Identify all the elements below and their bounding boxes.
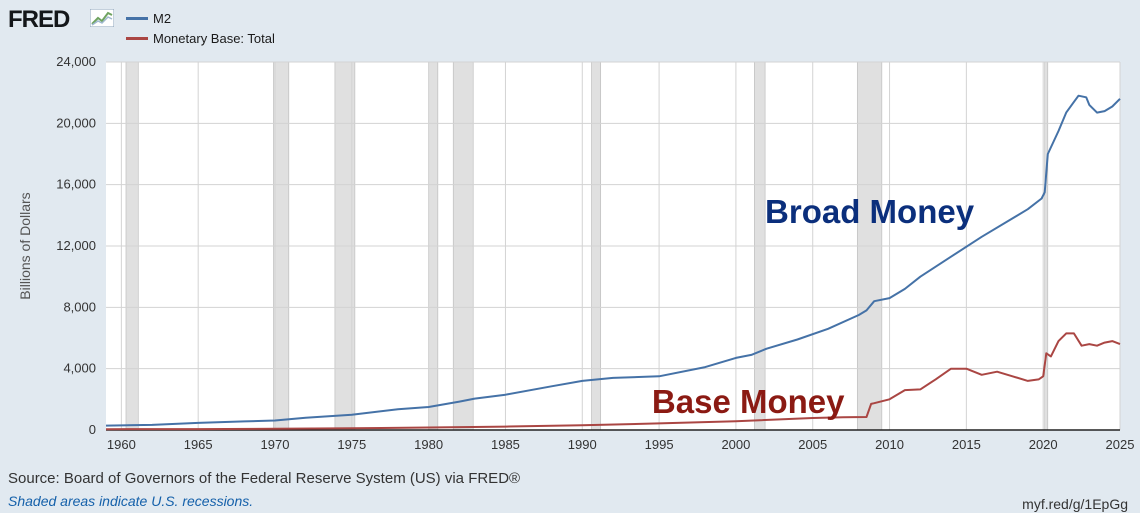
short-link[interactable]: myf.red/g/1EpGg [1022,496,1128,512]
y-tick-label: 16,000 [56,177,96,192]
x-tick-label: 2020 [1029,437,1058,452]
x-tick-label: 1975 [337,437,366,452]
chart-legend: M2 Monetary Base: Total [126,8,275,48]
legend-swatch-monetary-base [126,36,148,40]
y-axis-label: Billions of Dollars [17,192,33,299]
x-tick-label: 1985 [491,437,520,452]
x-tick-label: 2005 [798,437,827,452]
line-chart: 0 4,000 8,000 12,000 16,000 20,000 24,000 1960 1… [17,54,1135,452]
source-note: Source: Board of Governors of the Federa… [8,470,521,487]
x-tick-label: 1995 [645,437,674,452]
legend-label-monetary-base: Monetary Base: Total [153,30,275,46]
recession-note: Shaded areas indicate U.S. recessions. [8,493,254,509]
y-tick-label: 20,000 [56,115,96,130]
x-tick-label: 1960 [107,437,136,452]
annotation-broad-money: Broad Money [765,193,975,230]
x-tick-label: 2010 [875,437,904,452]
legend-item-m2[interactable]: M2 [126,8,275,28]
y-tick-label: 12,000 [56,238,96,253]
legend-label-m2: M2 [153,10,172,26]
annotation-base-money: Base Money [652,383,845,420]
y-tick-label: 0 [89,422,96,437]
fred-logo[interactable]: FRED [8,6,70,33]
series-line-m2 [105,94,1121,427]
fred-graph-icon [90,9,114,27]
legend-item-monetary-base[interactable]: Monetary Base: Total [126,28,275,48]
x-tick-label: 2025 [1106,437,1135,452]
x-tick-label: 1970 [261,437,290,452]
x-tick-label: 1980 [414,437,443,452]
x-tick-label: 1965 [184,437,213,452]
series-line-monetary-base [105,332,1121,431]
x-tick-label: 2000 [721,437,750,452]
y-tick-label: 4,000 [63,361,96,376]
x-tick-label: 2015 [952,437,981,452]
legend-swatch-m2 [126,16,148,20]
y-tick-label: 8,000 [63,299,96,314]
x-tick-label: 1990 [568,437,597,452]
y-tick-label: 24,000 [56,54,96,69]
